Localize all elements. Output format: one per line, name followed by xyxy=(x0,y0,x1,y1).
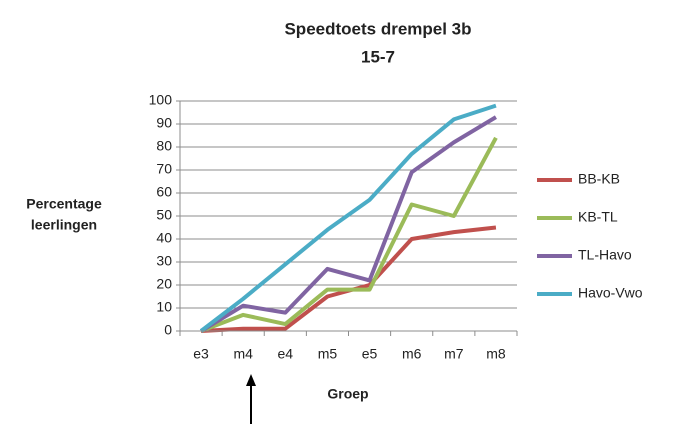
y-tick-label: 20 xyxy=(156,276,172,292)
y-tick-label: 10 xyxy=(156,299,172,315)
x-tick-label: e4 xyxy=(278,346,294,362)
y-tick-label: 30 xyxy=(156,253,172,269)
y-tick-label: 90 xyxy=(156,115,172,131)
x-tick-label: m6 xyxy=(402,346,422,362)
y-tick-label: 50 xyxy=(156,207,172,223)
legend-label: Havo-Vwo xyxy=(578,285,643,301)
legend-label: KB-TL xyxy=(578,209,618,225)
series-line xyxy=(200,136,498,333)
x-axis-label: Groep xyxy=(327,386,368,402)
y-tick-label: 100 xyxy=(149,92,173,108)
chart-subtitle: 15-7 xyxy=(361,47,395,66)
x-tick-label: e5 xyxy=(362,346,378,362)
arrow-head xyxy=(246,374,256,386)
legend-label: BB-KB xyxy=(578,171,620,187)
y-tick-label: 60 xyxy=(156,184,172,200)
y-tick-label: 0 xyxy=(164,322,172,338)
series-line xyxy=(199,103,497,333)
legend-label: TL-Havo xyxy=(578,247,632,263)
y-axis-label: Percentage xyxy=(26,196,102,212)
y-tick-label: 70 xyxy=(156,161,172,177)
y-tick-label: 40 xyxy=(156,230,172,246)
chart-title: Speedtoets drempel 3b xyxy=(284,19,471,38)
x-tick-label: m8 xyxy=(486,346,506,362)
series-line xyxy=(200,115,497,333)
x-tick-label: m7 xyxy=(444,346,464,362)
x-tick-label: m4 xyxy=(233,346,253,362)
y-axis-label: leerlingen xyxy=(31,217,97,233)
y-tick-label: 80 xyxy=(156,138,172,154)
x-tick-label: m5 xyxy=(318,346,338,362)
x-tick-label: e3 xyxy=(193,346,209,362)
